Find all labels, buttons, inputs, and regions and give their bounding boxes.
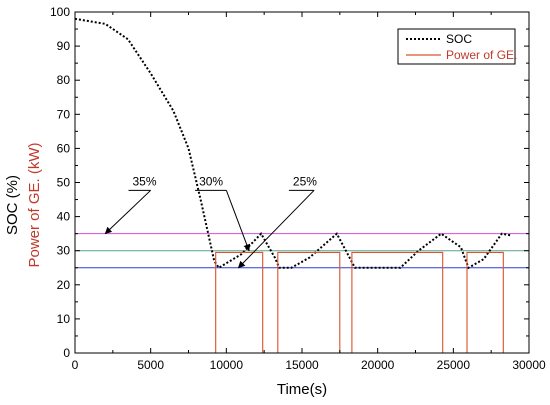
plot-area <box>75 12 529 353</box>
y-axis-title-power: Power of GE. (kW) <box>26 142 43 267</box>
annotations: 35% 30% 25% <box>104 174 317 269</box>
legend-power-label: Power of GE. <box>446 48 517 62</box>
y-tick-label: 0 <box>63 346 70 360</box>
annotation-arrow-35 <box>104 189 152 235</box>
y-tick-label: 20 <box>57 278 71 292</box>
legend-box <box>397 28 516 65</box>
x-tick-label: 10000 <box>210 358 244 372</box>
y-tick-label: 80 <box>57 73 71 87</box>
y-tick-label: 70 <box>57 107 71 121</box>
y-tick-label: 50 <box>57 176 71 190</box>
x-axis-title: Time(s) <box>277 381 327 398</box>
annotation-label-25: 25% <box>293 174 317 188</box>
reference-lines <box>75 233 529 269</box>
y-tick-label: 60 <box>57 141 71 155</box>
annotation-arrow-30 <box>225 190 251 252</box>
x-tick-label: 20000 <box>361 358 395 372</box>
legend: SOC Power of GE. <box>397 28 517 65</box>
y-tick-label: 30 <box>57 244 71 258</box>
y-axis-title-soc: SOC (%) <box>4 175 21 235</box>
annotation-arrow-25 <box>237 189 315 269</box>
legend-soc-label: SOC <box>446 32 472 46</box>
y-tick-label: 40 <box>57 210 71 224</box>
x-tick-label: 5000 <box>137 358 164 372</box>
y-tick-label: 100 <box>50 5 70 19</box>
y-tick-label: 90 <box>57 39 71 53</box>
axis-ticks: 0 5000 10000 15000 20000 25000 30000 0 10 20 30 40 5… <box>50 5 546 372</box>
annotation-label-30: 30% <box>199 174 223 188</box>
x-tick-label: 15000 <box>285 358 319 372</box>
annotation-label-35: 35% <box>133 174 157 188</box>
x-tick-label: 25000 <box>437 358 471 372</box>
plot-frame <box>74 11 530 354</box>
x-tick-label: 0 <box>72 358 79 372</box>
soc-series-line <box>74 17 511 270</box>
x-tick-label: 30000 <box>512 358 546 372</box>
y-tick-label: 10 <box>57 312 71 326</box>
